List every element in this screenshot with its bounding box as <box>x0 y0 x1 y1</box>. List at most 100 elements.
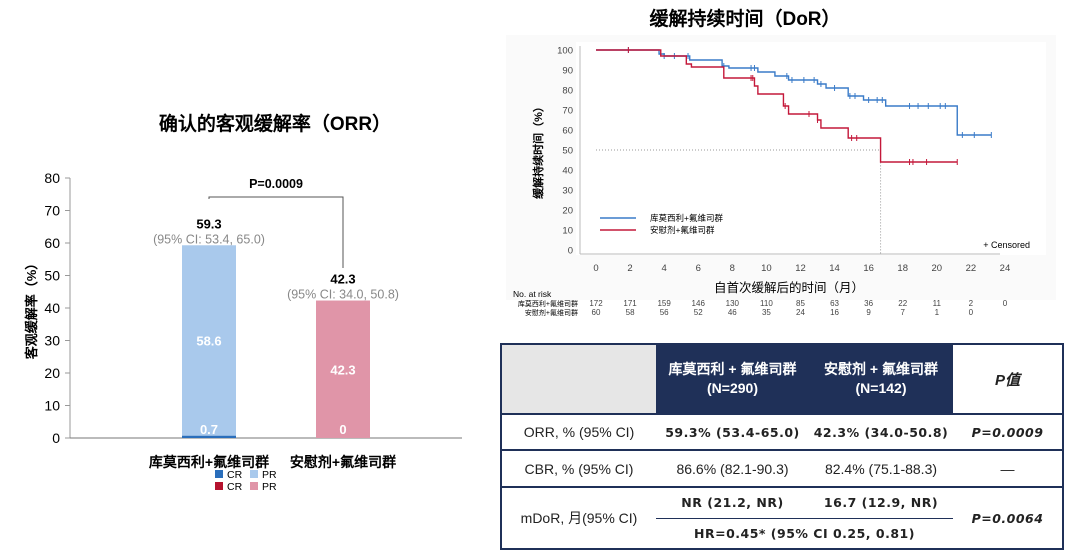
x-tick-label: 0 <box>593 263 598 274</box>
risk-value: 22 <box>898 299 907 308</box>
risk-row-label: 安慰剂+氟维司群 <box>525 308 578 317</box>
y-tick-label: 30 <box>44 333 60 349</box>
y-tick-label: 10 <box>44 398 60 414</box>
category-label: 安慰剂+氟维司群 <box>290 454 396 470</box>
cell-hr: HR=0.45* (95% CI 0.25, 0.81) <box>694 525 915 541</box>
legend-swatch <box>215 470 223 478</box>
y-axis-label: 客观缓解率（%） <box>24 257 39 360</box>
x-tick-label: 10 <box>761 263 772 274</box>
pr-label: 42.3 <box>330 362 355 377</box>
cell: 86.6% (82.1-90.3) <box>656 450 809 488</box>
y-tick-label: 40 <box>562 166 573 177</box>
y-tick-label: 70 <box>44 203 60 219</box>
censored-label: + Censored <box>983 240 1030 250</box>
risk-value: 36 <box>864 299 873 308</box>
y-tick-label: 100 <box>557 46 573 57</box>
km-plot-area <box>576 42 1046 255</box>
risk-value: 35 <box>762 308 771 317</box>
y-tick-label: 80 <box>44 170 60 186</box>
risk-value: 85 <box>796 299 805 308</box>
x-tick-label: 4 <box>662 263 667 274</box>
risk-value: 11 <box>933 299 942 308</box>
legend-swatch <box>215 482 223 490</box>
y-tick-label: 0 <box>52 430 60 446</box>
bar-title: 确认的客观缓解率（ORR） <box>159 112 391 135</box>
legend-label: 库莫西利+氟维司群 <box>650 213 723 223</box>
legend-label: PR <box>262 481 277 493</box>
risk-value: 172 <box>589 299 603 308</box>
y-axis-label: 缓解持续时间（%） <box>531 101 545 199</box>
cell-p: P=0.0009 <box>953 414 1063 451</box>
risk-value: 110 <box>760 299 773 308</box>
y-tick-label: 10 <box>562 226 573 237</box>
x-tick-label: 16 <box>863 263 874 274</box>
x-tick-label: 18 <box>897 263 908 274</box>
y-tick-label: 60 <box>562 126 573 137</box>
bar-pr <box>316 300 370 438</box>
legend-swatch <box>250 482 258 490</box>
risk-row-label: 库莫西利+氟维司群 <box>518 299 578 308</box>
ci-label: (95% CI: 53.4, 65.0) <box>153 232 265 246</box>
y-tick-label: 90 <box>562 66 573 77</box>
total-label: 59.3 <box>196 216 221 231</box>
cell: 42.3% (34.0-50.8) <box>809 414 953 451</box>
y-tick-label: 20 <box>44 365 60 381</box>
risk-value: 171 <box>623 299 637 308</box>
bar-pr <box>182 245 236 436</box>
risk-value: 1 <box>935 308 940 317</box>
pr-label: 58.6 <box>196 334 221 349</box>
x-tick-label: 2 <box>627 263 632 274</box>
row-label: mDoR, 月(95% CI) <box>520 510 638 526</box>
orr-bar-chart: 确认的客观缓解率（ORR） 0 10 20 30 40 50 60 70 80 客观缓解率（%） 58… <box>24 112 462 493</box>
total-label: 42.3 <box>330 272 355 287</box>
risk-value: 159 <box>657 299 671 308</box>
km-title: 缓解持续时间（DoR） <box>649 7 840 30</box>
x-tick-label: 14 <box>829 263 840 274</box>
x-tick-label: 20 <box>932 263 943 274</box>
cr-label: 0 <box>339 422 346 437</box>
cell-p: P=0.0064 <box>971 510 1044 526</box>
risk-value: 16 <box>830 308 839 317</box>
km-curve <box>596 49 958 163</box>
bar-cr <box>182 435 236 438</box>
x-tick-label: 24 <box>1000 263 1011 274</box>
p-bracket <box>208 196 344 268</box>
cell: 59.3% (53.4-65.0) <box>656 414 809 451</box>
y-tick-label: 60 <box>44 235 60 251</box>
header-arm-a: 库莫西利 + 氟维司群 (N=290) <box>656 344 809 415</box>
cr-label: 0.7 <box>200 422 218 437</box>
risk-value: 130 <box>726 299 740 308</box>
row-label: CBR, % (95% CI) <box>501 450 656 488</box>
risk-value: 56 <box>660 308 669 317</box>
ci-label: (95% CI: 34.0, 50.8) <box>287 288 399 302</box>
legend-swatch <box>250 470 258 478</box>
y-tick-label: 50 <box>562 146 573 157</box>
y-tick-label: 70 <box>562 106 573 117</box>
x-tick-label: 22 <box>966 263 977 274</box>
legend-label: PR <box>262 469 277 481</box>
risk-title: No. at risk <box>513 289 552 299</box>
risk-value: 63 <box>830 299 839 308</box>
p-value: P=0.0009 <box>249 177 303 191</box>
x-tick-label: 6 <box>696 263 701 274</box>
header-p: P值 <box>953 344 1063 415</box>
risk-value: 58 <box>626 308 635 317</box>
y-tick-label: 30 <box>562 186 573 197</box>
risk-value: 60 <box>592 308 601 317</box>
risk-value: 0 <box>969 308 974 317</box>
risk-value: 2 <box>969 299 974 308</box>
x-tick-label: 8 <box>730 263 735 274</box>
risk-value: 9 <box>866 308 871 317</box>
x-axis-label: 自首次缓解后的时间（月） <box>714 280 864 295</box>
row-label: ORR, % (95% CI) <box>501 414 656 451</box>
y-tick-label: 40 <box>44 300 60 316</box>
risk-value: 0 <box>1003 299 1008 308</box>
risk-value: 7 <box>900 308 905 317</box>
cell: 16.7 (12.9, NR) <box>809 487 953 519</box>
legend-label: CR <box>227 469 243 481</box>
risk-value: 24 <box>796 308 805 317</box>
header-arm-b: 安慰剂 + 氟维司群 (N=142) <box>809 344 953 415</box>
results-table: 库莫西利 + 氟维司群 (N=290) 安慰剂 + 氟维司群 (N=142) P… <box>500 343 1064 550</box>
header-blank <box>501 344 656 415</box>
